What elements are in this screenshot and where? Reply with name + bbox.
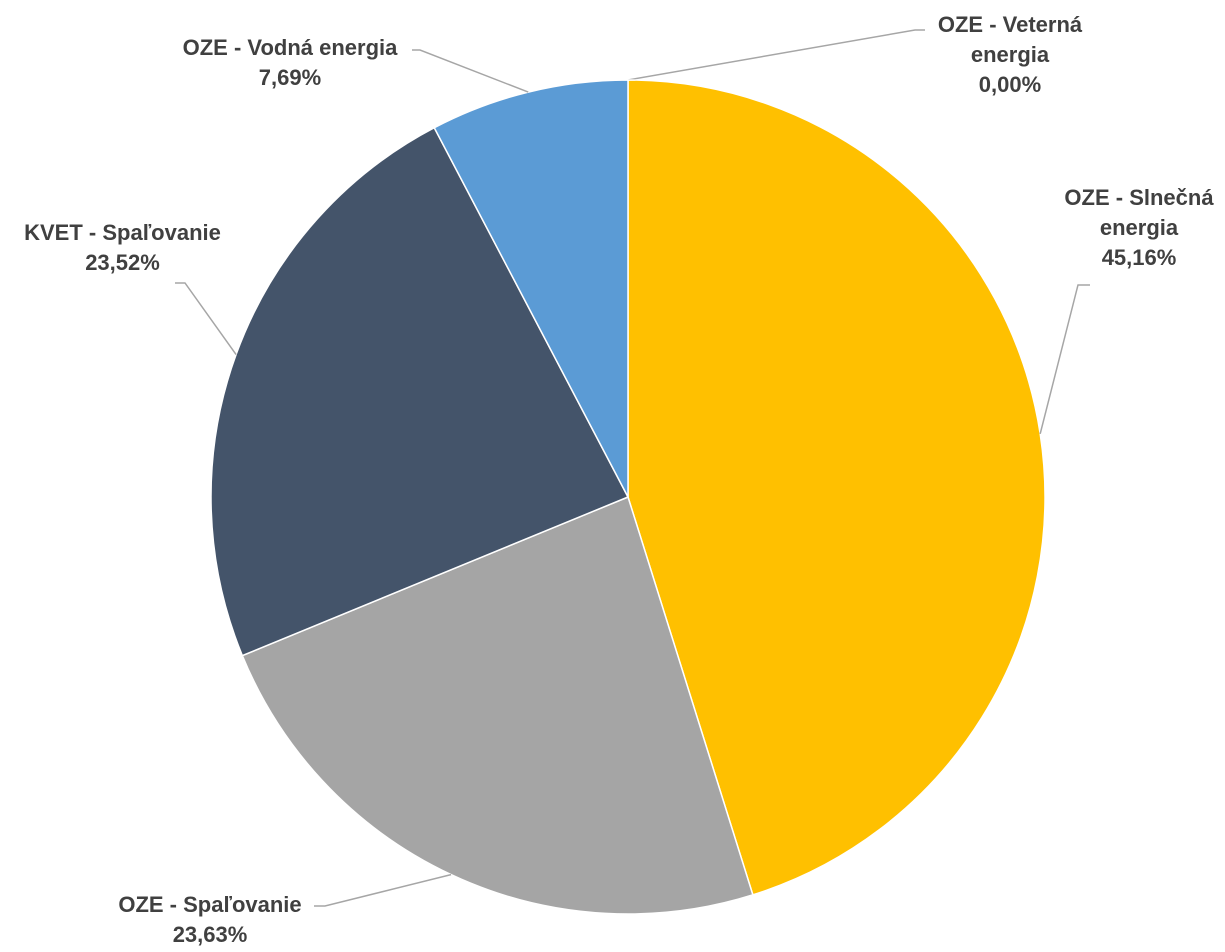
label-value: 45,16% (1101, 245, 1177, 270)
leader-line (314, 873, 452, 907)
pie-slice (241, 495, 754, 915)
label-name: OZE - Veterná energia (937, 12, 1083, 67)
data-label: OZE - Slnečná energia 45,16% (1058, 183, 1220, 273)
label-value: 7,69% (258, 65, 322, 90)
data-label: KVET - Spaľovanie 23,52% (0, 218, 245, 278)
label-value: 0,00% (978, 72, 1042, 97)
label-name: OZE - Vodná energia (182, 35, 398, 60)
data-label: OZE - Veterná energia 0,00% (920, 10, 1100, 100)
label-value: 23,63% (172, 922, 248, 947)
label-name: OZE - Slnečná energia (1064, 185, 1214, 240)
leader-line (1039, 284, 1090, 435)
leader-line (412, 49, 529, 93)
label-name: OZE - Spaľovanie (118, 892, 302, 917)
data-label: OZE - Vodná energia 7,69% (140, 33, 440, 93)
leader-line (175, 282, 237, 355)
data-label: OZE - Spaľovanie 23,63% (60, 890, 360, 950)
label-name: KVET - Spaľovanie (24, 220, 221, 245)
leader-line (627, 29, 925, 81)
pie-slice (210, 126, 630, 657)
pie-slice (433, 79, 629, 498)
label-value: 23,52% (85, 250, 160, 275)
